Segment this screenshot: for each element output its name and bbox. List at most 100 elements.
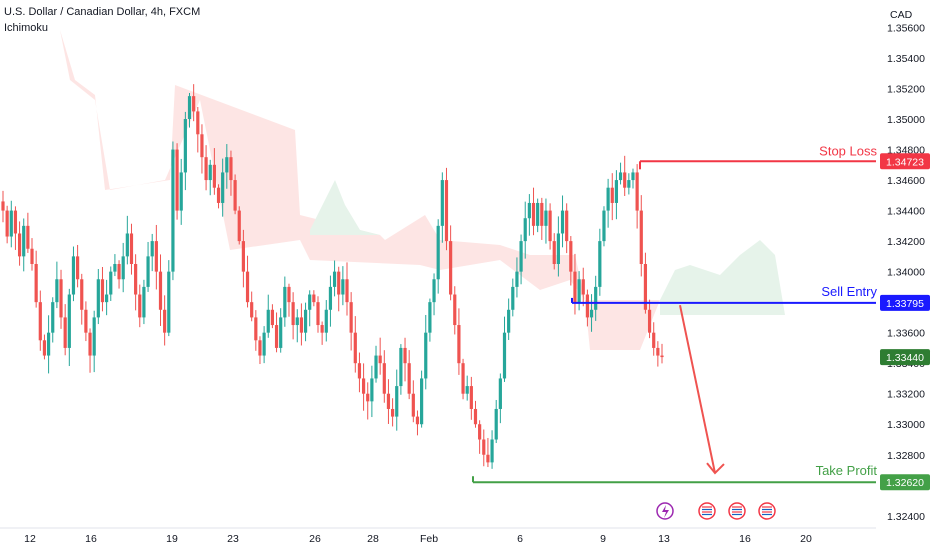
x-tick-label: 6 [517,533,523,545]
candle-body [100,279,105,303]
candle-body [589,309,594,318]
take-profit-price-tag: 1.32620 [886,477,924,489]
candle-body [627,180,631,188]
candle-body [316,302,320,326]
candle-body [490,439,494,463]
candle-body [403,347,407,364]
candle-body [453,294,457,326]
candle-body [55,279,59,303]
x-tick-label: Feb [420,533,438,545]
bullish-cloud-forward [660,240,785,315]
y-tick-label: 1.33000 [887,419,925,431]
us-flag-event-icon [698,502,716,520]
x-tick-label: 28 [367,533,379,545]
candle-body [254,317,258,341]
candle-body [125,233,129,257]
candle-body [308,294,312,310]
candle-body [221,172,225,203]
candle-body [618,172,623,181]
stop-loss-price-tag: 1.34723 [886,156,924,168]
candle-body [237,210,241,242]
candle-body [328,286,333,310]
candle-body [138,294,142,318]
y-tick-label: 1.35200 [887,84,925,96]
candle-body [349,302,353,333]
sell-entry-label: Sell Entry [821,284,877,299]
candle-body [519,241,523,272]
candle-body [465,386,469,394]
candle-body [92,317,96,356]
candle-body [486,454,490,463]
candle-body [424,332,428,379]
candle-body [606,187,610,211]
x-tick-label: 19 [166,533,178,545]
candle-body [556,233,560,264]
candle-body [291,302,295,326]
candle-body [341,279,345,295]
candle-body [34,264,38,303]
candle-body [42,340,47,356]
candle-body [250,302,254,318]
currency-label: CAD [890,9,913,21]
candle-body [26,225,30,249]
candle-body [258,340,262,356]
candle-body [67,294,71,348]
chart-title: U.S. Dollar / Canadian Dollar, 4h, FXCM [4,6,201,18]
candle-body [38,302,42,341]
y-tick-label: 1.32800 [887,450,925,462]
candle-body [602,210,606,242]
candle-body [241,241,245,272]
candle-body [287,286,291,303]
candle-body [565,210,569,242]
candle-body [196,111,200,135]
x-tick-label: 13 [658,533,670,545]
candle-body [9,210,13,237]
y-tick-label: 1.34000 [887,267,925,279]
y-tick-label: 1.35000 [887,114,925,126]
candle-body [121,256,125,280]
candles [1,84,664,469]
candle-body [204,157,208,181]
candle-body [457,325,461,364]
candle-body [610,187,614,203]
candle-body [498,378,502,409]
candle-body [494,408,498,440]
candle-body [598,241,602,287]
y-tick-label: 1.33200 [887,389,925,401]
candle-body [428,302,432,333]
candle-body [142,286,146,318]
candle-body [544,210,548,226]
candle-body [46,332,51,356]
candle-body [71,256,76,295]
x-tick-label: 16 [85,533,97,545]
candle-body [59,279,63,318]
candle-body [390,408,395,417]
candle-body [187,96,192,120]
current-price-tag-bg [880,349,930,366]
candle-body [585,294,589,318]
candle-body [577,279,581,303]
x-tick-label: 12 [24,533,36,545]
y-tick-label: 1.34200 [887,236,925,248]
candle-body [183,119,187,173]
candle-body [639,210,643,264]
candle-body [366,393,370,402]
stop-loss-price-tag-bg [880,153,930,170]
sell-entry-price-tag-bg [880,294,930,311]
candle-body [386,393,391,409]
candle-body [540,202,544,226]
candle-body [113,264,117,272]
candle-body [581,279,585,295]
candle-body [569,241,573,272]
candle-body [96,279,100,318]
candle-body [299,317,304,333]
candle-body [432,279,436,303]
candle-body [216,187,221,203]
candle-body [573,271,577,303]
ichimoku-cloud [60,30,785,350]
y-tick-label: 1.35600 [887,22,925,34]
candle-body [5,210,9,237]
projection-arrow [679,304,716,474]
lightning-glyph-icon [662,505,669,518]
